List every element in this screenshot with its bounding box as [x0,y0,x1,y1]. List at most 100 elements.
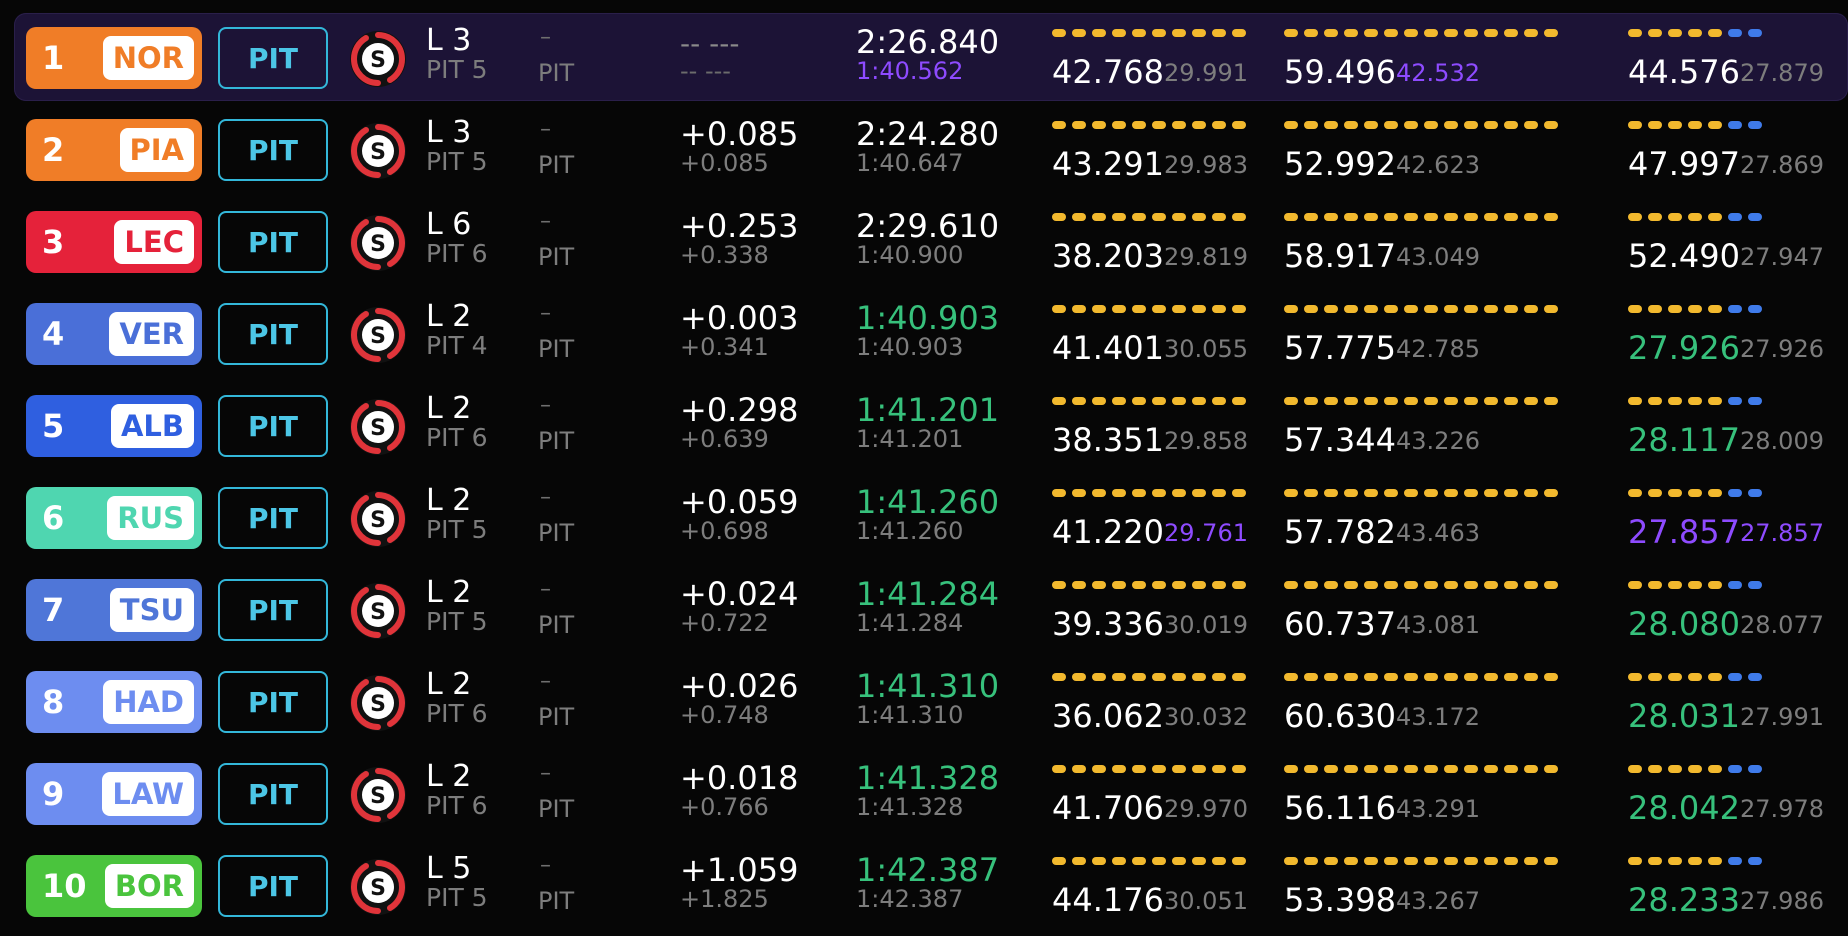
sector-segment [1232,29,1246,37]
sector-2-progress [1284,29,1558,37]
sector-segment [1628,305,1642,313]
sector-segment [1444,581,1458,589]
sector-3-time: 28.080 [1628,605,1740,643]
sector-segment [1192,29,1206,37]
sector-segment [1524,305,1538,313]
sector-1-best: 29.761 [1164,519,1248,547]
pit-button[interactable]: PIT [218,119,328,181]
sector-2-progress [1284,673,1558,681]
sector-segment [1284,213,1298,221]
driver-row[interactable]: 8 HAD PIT S L 2 PIT 6 – PIT +0.026 +0.748 1:41.310… [14,657,1848,745]
pit-button[interactable]: PIT [218,303,328,365]
sector-segment [1284,121,1298,129]
sector-2: 60.630 43.172 [1284,657,1558,745]
sector-segment [1072,673,1086,681]
sector-2-time: 53.398 [1284,881,1396,919]
position-badge: 5 ALB [26,395,202,457]
sector-1: 38.203 29.819 [1052,197,1282,285]
sector-segment [1132,489,1146,497]
sector-1: 38.351 29.858 [1052,381,1282,469]
sector-segment [1708,121,1722,129]
sector-segment [1648,581,1662,589]
sector-segment [1212,673,1226,681]
sector-1-best: 29.819 [1164,243,1248,271]
sector-segment [1304,581,1318,589]
sector-segment [1688,397,1702,405]
sector-segment [1504,121,1518,129]
sector-2-time: 59.496 [1284,53,1396,91]
sector-2: 59.496 42.532 [1284,13,1558,101]
pit-button[interactable]: PIT [218,487,328,549]
sector-segment [1484,121,1498,129]
sector-segment [1324,305,1338,313]
best-lap-time: 1:41.201 [856,425,964,453]
sector-segment [1728,765,1742,773]
sector-segment [1344,397,1358,405]
sector-1: 42.768 29.991 [1052,13,1282,101]
sector-1-best: 30.051 [1164,887,1248,915]
position-badge: 2 PIA [26,119,202,181]
soft-tyre-icon: S [350,31,406,87]
sector-segment [1232,305,1246,313]
sector-segment [1344,765,1358,773]
tyre-letter: S [370,508,386,533]
sector-2-best: 42.623 [1396,151,1480,179]
status-text: PIT [538,887,575,915]
sector-segment [1688,213,1702,221]
sector-segment [1668,305,1682,313]
sector-segment [1152,581,1166,589]
pit-button[interactable]: PIT [218,395,328,457]
driver-row[interactable]: 7 TSU PIT S L 2 PIT 5 – PIT +0.024 +0.722 1:41.284… [14,565,1848,653]
sector-segment [1112,581,1126,589]
sector-2-best: 43.226 [1396,427,1480,455]
position-number: 2 [42,131,65,169]
status-text: PIT [538,703,575,731]
pit-button[interactable]: PIT [218,855,328,917]
sector-1-time: 41.220 [1052,513,1164,551]
sector-segment [1192,857,1206,865]
driver-row[interactable]: 6 RUS PIT S L 2 PIT 5 – PIT +0.059 +0.698 1:41.260… [14,473,1848,561]
sector-segment [1112,121,1126,129]
sector-2-best: 43.049 [1396,243,1480,271]
sector-segment [1464,673,1478,681]
pit-button[interactable]: PIT [218,671,328,733]
driver-row[interactable]: 3 LEC PIT S L 6 PIT 6 – PIT +0.253 +0.338 2:29.610… [14,197,1848,285]
sector-1-progress [1052,673,1246,681]
gap-interval: +0.018 [680,759,799,797]
driver-row[interactable]: 9 LAW PIT S L 2 PIT 6 – PIT +0.018 +0.766 1:41.328… [14,749,1848,837]
sector-2-time: 58.917 [1284,237,1396,275]
pit-button[interactable]: PIT [218,27,328,89]
sector-segment [1284,581,1298,589]
pit-button[interactable]: PIT [218,211,328,273]
sector-segment [1628,397,1642,405]
sector-segment [1192,673,1206,681]
sector-segment [1708,673,1722,681]
pit-button[interactable]: PIT [218,763,328,825]
sector-segment [1192,489,1206,497]
driver-row[interactable]: 10 BOR PIT S L 5 PIT 5 – PIT +1.059 +1.825 1:42.38… [14,841,1848,929]
driver-row[interactable]: 1 NOR PIT S L 3 PIT 5 – PIT -- --- -- --- 2:26.840… [14,13,1848,101]
sector-segment [1344,857,1358,865]
driver-row[interactable]: 5 ALB PIT S L 2 PIT 6 – PIT +0.298 +0.639 1:41.201… [14,381,1848,469]
sector-segment [1364,213,1378,221]
sector-segment [1112,29,1126,37]
position-number: 7 [42,591,65,629]
sector-segment [1132,305,1146,313]
sector-3-progress [1628,489,1762,497]
driver-row[interactable]: 2 PIA PIT S L 3 PIT 5 – PIT +0.085 +0.085 2:24.280… [14,105,1848,193]
sector-segment [1544,397,1558,405]
sector-3-time: 27.926 [1628,329,1740,367]
sector-segment [1688,857,1702,865]
status-text: PIT [538,611,575,639]
sector-segment [1424,213,1438,221]
sector-segment [1504,489,1518,497]
pit-button[interactable]: PIT [218,579,328,641]
sector-segment [1524,489,1538,497]
sector-segment [1152,213,1166,221]
last-lap-time: 1:41.328 [856,759,1000,797]
best-lap-time: 1:42.387 [856,885,964,913]
sector-segment [1668,581,1682,589]
sector-segment [1152,121,1166,129]
driver-row[interactable]: 4 VER PIT S L 2 PIT 4 – PIT +0.003 +0.341 1:40.903… [14,289,1848,377]
sector-segment [1728,857,1742,865]
